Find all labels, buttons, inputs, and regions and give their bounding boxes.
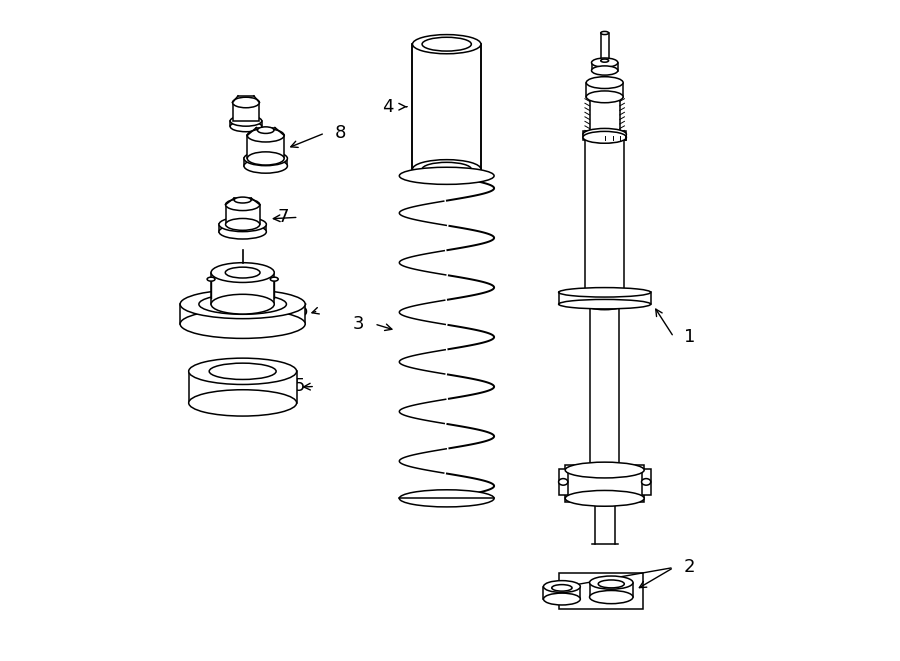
Ellipse shape <box>412 34 481 54</box>
Bar <box>244 159 287 166</box>
Ellipse shape <box>180 309 305 338</box>
Ellipse shape <box>244 151 287 166</box>
Bar <box>219 224 266 232</box>
Text: 7: 7 <box>277 208 289 226</box>
Bar <box>412 44 481 169</box>
Ellipse shape <box>226 199 260 211</box>
Text: 4: 4 <box>382 98 394 116</box>
Ellipse shape <box>591 66 617 75</box>
Ellipse shape <box>559 299 651 309</box>
Bar <box>559 573 643 609</box>
Ellipse shape <box>552 584 572 591</box>
Bar <box>600 33 608 61</box>
Ellipse shape <box>248 129 284 142</box>
Bar <box>590 97 620 133</box>
Text: 6: 6 <box>297 302 309 320</box>
Ellipse shape <box>244 159 287 173</box>
Ellipse shape <box>583 128 626 140</box>
Ellipse shape <box>230 121 262 132</box>
Ellipse shape <box>559 288 651 297</box>
Bar <box>226 205 260 224</box>
Bar <box>590 304 619 482</box>
Ellipse shape <box>232 97 259 108</box>
Bar <box>230 121 262 126</box>
Ellipse shape <box>591 58 617 67</box>
Ellipse shape <box>565 490 644 506</box>
Ellipse shape <box>544 593 580 605</box>
Ellipse shape <box>225 267 260 278</box>
Ellipse shape <box>400 167 494 184</box>
Ellipse shape <box>586 77 623 89</box>
Ellipse shape <box>212 262 274 282</box>
Ellipse shape <box>586 91 623 102</box>
Ellipse shape <box>180 290 305 319</box>
Ellipse shape <box>600 59 608 62</box>
Bar <box>642 469 651 495</box>
Bar <box>590 582 633 597</box>
Ellipse shape <box>209 363 276 379</box>
Bar <box>180 304 305 324</box>
Text: 5: 5 <box>293 377 305 395</box>
Ellipse shape <box>412 160 481 179</box>
Ellipse shape <box>559 479 568 485</box>
Ellipse shape <box>585 299 625 310</box>
Ellipse shape <box>248 152 284 165</box>
Bar <box>583 132 626 140</box>
Ellipse shape <box>400 490 494 507</box>
Bar <box>544 586 580 599</box>
Bar <box>189 371 297 403</box>
Ellipse shape <box>270 277 278 281</box>
Bar <box>559 292 651 304</box>
Ellipse shape <box>212 294 274 314</box>
Ellipse shape <box>422 37 472 51</box>
Ellipse shape <box>257 127 274 134</box>
Ellipse shape <box>598 580 625 588</box>
Bar <box>212 272 274 304</box>
Text: 2: 2 <box>684 559 695 576</box>
Ellipse shape <box>590 590 633 603</box>
Ellipse shape <box>219 225 266 239</box>
Ellipse shape <box>234 197 251 203</box>
Ellipse shape <box>189 390 297 416</box>
Bar <box>232 102 259 121</box>
Text: 8: 8 <box>335 124 346 142</box>
Ellipse shape <box>219 217 266 231</box>
Ellipse shape <box>583 132 626 143</box>
Bar <box>248 136 284 159</box>
Ellipse shape <box>600 32 608 34</box>
Bar <box>586 83 623 97</box>
Ellipse shape <box>199 294 286 315</box>
Bar <box>591 63 617 71</box>
Ellipse shape <box>230 116 262 126</box>
Ellipse shape <box>642 479 651 485</box>
Text: 1: 1 <box>684 328 695 346</box>
Text: 3: 3 <box>353 315 364 333</box>
Bar <box>585 137 625 304</box>
Bar <box>559 469 568 495</box>
Ellipse shape <box>218 298 267 310</box>
Bar <box>565 465 644 502</box>
Ellipse shape <box>544 580 580 592</box>
Ellipse shape <box>189 358 297 385</box>
Ellipse shape <box>207 277 215 281</box>
Ellipse shape <box>590 576 633 589</box>
Ellipse shape <box>422 163 472 176</box>
Ellipse shape <box>226 219 260 230</box>
Ellipse shape <box>565 462 644 478</box>
Ellipse shape <box>585 132 625 143</box>
